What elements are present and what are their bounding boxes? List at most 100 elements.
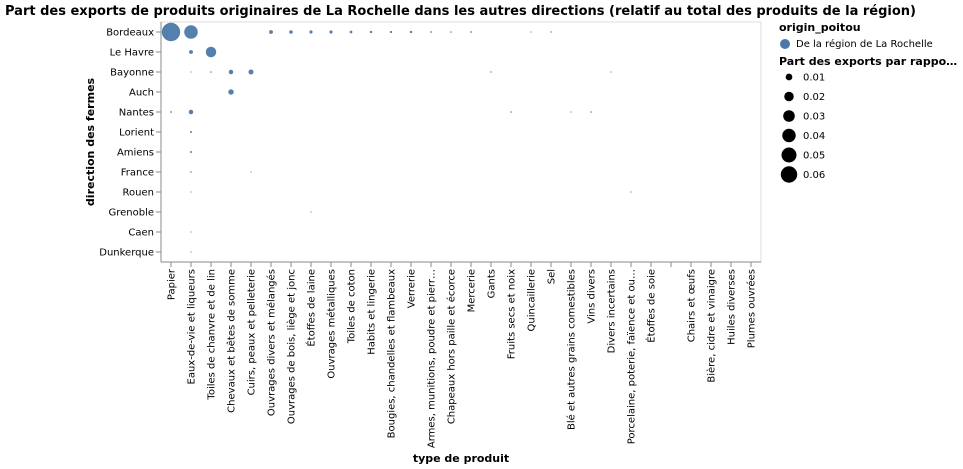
data-point [610,71,612,73]
data-point [205,46,217,58]
y-tick-label: Rouen [123,188,154,199]
data-point [289,30,293,34]
data-point [590,111,592,113]
x-tick-label: Armes, munitions, poudre et pierr… [427,269,438,448]
x-tick-label: Mercerie [467,269,478,312]
data-point [250,171,252,173]
data-point [161,22,181,42]
data-point [530,31,532,33]
data-point [190,171,192,173]
legend-color-label: De la région de La Rochelle [796,38,933,50]
y-tick-label: Bayonne [110,68,154,79]
y-tick-label: Dunkerque [99,248,154,259]
x-axis: Papier Eaux-de-vie et liqueurs Toiles de c… [161,261,761,448]
data-point [190,191,192,193]
x-tick-label: Fruits secs et noix [507,269,518,359]
x-tick-label: Quincaillerie [527,269,538,331]
data-point [184,25,198,39]
data-point [190,71,192,73]
x-tick-label: Cuirs, peaux et pelleterie [247,269,258,395]
x-tick-label: Blé et autres grains comestibles [566,269,578,430]
data-point [329,30,333,34]
size-legend-label: 0.06 [803,170,825,181]
x-tick-label: Divers incertains [607,269,618,353]
data-point [309,30,313,34]
data-points [161,22,632,253]
x-tick-label: Sel [547,269,558,284]
y-tick-label: Auch [129,88,154,99]
x-tick-label: Vins divers [587,269,598,324]
y-axis-title: direction des fermes [84,77,97,206]
size-legend-label: 0.01 [803,73,825,84]
data-point [248,69,254,75]
plot-frame [160,21,762,263]
y-tick-label: Caen [128,228,154,239]
x-tick-label: Habits et lingerie [367,269,378,355]
size-legend-symbol [780,166,798,183]
size-legend-label: 0.03 [803,112,825,123]
x-tick-label: Eaux-de-vie et liqueurs [187,269,198,384]
legend-color-title: origin_poitou [779,21,861,34]
data-point [630,191,632,193]
x-tick-label: Étoffes de soie [645,269,658,343]
x-tick-label: Porcelaine, poterie, faïence et ou… [627,269,638,444]
data-point [310,211,312,213]
data-point [430,31,432,33]
data-point [490,71,492,73]
size-legend: 0.01 0.02 0.03 0.04 0.05 0.06 [780,73,825,183]
x-tick-label: Papier [167,268,178,300]
y-tick-label: Amiens [117,148,154,159]
data-point [369,30,373,34]
y-tick-label: Nantes [119,108,154,119]
data-point [190,231,192,233]
data-point [510,111,512,113]
y-axis: Bordeaux Le Havre Bayonne Auch Nantes Lorient… [99,22,162,262]
chart-title: Part des exports de produits originaires… [5,4,916,19]
size-legend-symbol [783,110,795,122]
x-tick-label: Chapeaux hors paille et écorce [446,269,458,424]
data-point [269,30,273,34]
x-tick-label: Toiles de chanvre et de lin [207,269,218,401]
data-point [228,89,234,95]
size-legend-label: 0.04 [803,131,825,142]
data-point [450,31,452,33]
legend-size-title: Part des exports par rappo… [779,55,957,68]
x-tick-label: Étoffes de laine [305,269,318,347]
data-point [470,31,472,33]
size-legend-symbol [782,128,796,143]
data-point [190,251,192,253]
y-tick-label: Bordeaux [106,28,154,39]
size-legend-symbol [781,147,797,163]
size-legend-symbol [785,73,793,81]
legend: origin_poitou De la région de La Rochell… [779,21,957,183]
data-point [409,30,413,34]
x-axis-title: type de produit [413,452,509,465]
data-point [190,151,192,153]
x-tick-label: Chairs et œufs [687,269,698,342]
size-legend-label: 0.02 [803,92,825,103]
x-tick-label: Bougies, chandelles et flambeaux [387,269,398,438]
x-tick-label: Toiles de coton [347,269,358,344]
data-point [570,111,572,113]
y-tick-label: Le Havre [110,48,154,59]
x-tick-label: Ouvrages métalliques [326,269,338,379]
data-point [189,50,193,54]
x-tick-label: Verrerie [407,269,418,308]
y-tick-label: France [121,168,154,179]
data-point [188,109,194,115]
data-point [170,111,172,113]
data-point [210,71,212,73]
x-tick-label: Ouvrages divers et mélangés [266,269,278,416]
x-tick-label: Ouvrages de bois, liège et jonc [286,269,298,424]
size-legend-symbol [784,91,794,102]
y-tick-label: Lorient [119,128,154,139]
y-tick-label: Grenoble [108,208,154,219]
legend-color-swatch [780,39,790,49]
data-point [190,131,192,133]
data-point [389,30,393,34]
x-tick-label: Huiles diverses [727,269,738,345]
data-point [349,30,353,34]
size-legend-label: 0.05 [803,151,825,162]
data-point [550,31,552,33]
